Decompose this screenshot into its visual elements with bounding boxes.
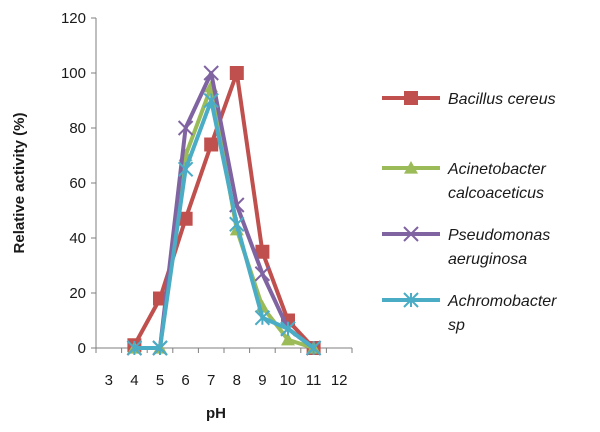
legend-label: Acinetobacter [447, 161, 547, 178]
tick-labels: 0 20 40 60 80 100 120 3 4 5 6 7 8 9 10 11 12 [61, 10, 348, 389]
data-point-pseudomonas-aeruginosa [254, 266, 271, 282]
x-tick-label: 8 [233, 372, 241, 389]
legend: Bacillus cereus Acinetobacter calcoaceticu… [382, 91, 557, 334]
x-tick-label: 4 [130, 372, 138, 389]
data-point-bacillus-cereus [229, 66, 244, 80]
series-lines [126, 65, 322, 356]
data-point-bacillus-cereus [178, 211, 193, 226]
x-tick-label: 10 [280, 372, 297, 389]
legend-entry-pseudomonas-aeruginosa: Pseudomonas aeruginosa [382, 226, 550, 268]
data-point-achromobacter-sp [280, 321, 296, 337]
data-point-achromobacter-sp [229, 216, 245, 232]
legend-label: Bacillus cereus [448, 91, 556, 108]
data-point-pseudomonas-aeruginosa [203, 65, 219, 81]
data-point-achromobacter-sp [254, 310, 271, 326]
y-tick-label: 0 [78, 340, 86, 357]
data-point-pseudomonas-aeruginosa [177, 120, 194, 136]
y-tick-label: 120 [61, 10, 86, 27]
series-acinetobacter-calcoaceticus [127, 79, 321, 354]
x-axis-title: pH [206, 405, 226, 422]
legend-label: sp [448, 317, 465, 334]
data-point-achromobacter-sp [305, 340, 322, 356]
x-tick-label: 7 [207, 372, 215, 389]
x-tick-label: 12 [331, 372, 348, 389]
legend-marker [404, 161, 418, 174]
legend-marker [404, 91, 418, 105]
data-point-achromobacter-sp [152, 340, 168, 356]
data-point-achromobacter-sp [203, 92, 219, 109]
y-tick-label: 100 [61, 65, 86, 82]
y-tick-label: 80 [69, 120, 86, 137]
series-achromobacter-sp [126, 92, 322, 356]
series-line-acinetobacter-calcoaceticus [134, 84, 315, 350]
data-point-bacillus-cereus [204, 137, 219, 152]
y-tick-label: 40 [69, 230, 86, 247]
y-tick-label: 20 [69, 285, 86, 302]
legend-entry-acinetobacter-calcoaceticus: Acinetobacter calcoaceticus [382, 161, 547, 202]
axes [91, 17, 353, 353]
legend-label: aeruginosa [448, 251, 527, 268]
data-point-acinetobacter-calcoaceticus [281, 332, 295, 346]
series-line-achromobacter-sp [134, 98, 315, 350]
x-tick-label: 11 [306, 372, 322, 389]
legend-marker [403, 226, 419, 242]
legend-marker [403, 292, 419, 308]
legend-label: Pseudomonas [448, 227, 550, 244]
data-point-achromobacter-sp [126, 340, 143, 356]
legend-label: Achromobacter [447, 293, 557, 310]
series-bacillus-cereus [127, 66, 321, 355]
legend-label: calcoaceticus [448, 185, 544, 202]
series-line-bacillus-cereus [132, 71, 316, 350]
x-tick-label: 6 [181, 372, 189, 389]
y-axis-title: Relative activity (%) [11, 113, 28, 254]
data-point-bacillus-cereus [255, 244, 270, 259]
x-tick-label: 9 [258, 372, 266, 389]
legend-entry-achromobacter-sp: Achromobacter sp [382, 292, 557, 334]
x-tick-label: 3 [105, 372, 113, 389]
y-tick-label: 60 [69, 175, 86, 192]
data-point-achromobacter-sp [177, 161, 194, 177]
x-tick-label: 5 [156, 372, 164, 389]
legend-entry-bacillus-cereus: Bacillus cereus [382, 91, 556, 108]
